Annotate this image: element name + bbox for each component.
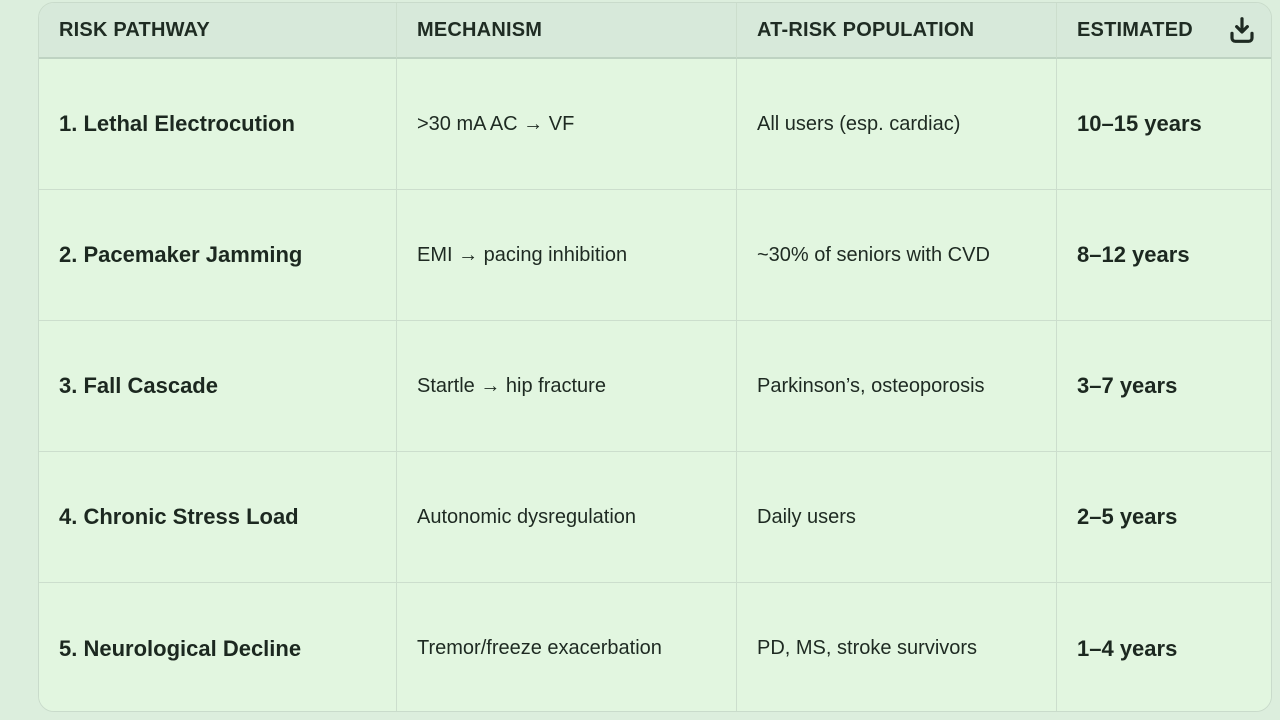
column-header-at-risk-population: AT-RISK POPULATION <box>737 3 1057 59</box>
cell-risk-pathway: 4. Chronic Stress Load <box>39 452 397 583</box>
cell-estimated: 8–12 years <box>1057 190 1271 321</box>
cell-mechanism: >30 mA AC → VF <box>397 59 737 190</box>
column-header-risk-pathway: RISK PATHWAY <box>39 3 397 59</box>
cell-mechanism: Autonomic dysregulation <box>397 452 737 583</box>
cell-risk-pathway: 2. Pacemaker Jamming <box>39 190 397 321</box>
cell-estimated: 10–15 years <box>1057 59 1271 190</box>
download-icon <box>1230 17 1254 43</box>
cell-estimated: 1–4 years <box>1057 583 1271 711</box>
cell-at-risk-population: Daily users <box>737 452 1057 583</box>
cell-estimated: 2–5 years <box>1057 452 1271 583</box>
column-header-mechanism: MECHANISM <box>397 3 737 59</box>
cell-risk-pathway: 3. Fall Cascade <box>39 321 397 452</box>
column-header-label: ESTIMATED <box>1077 18 1193 41</box>
cell-mechanism: Tremor/freeze exacerbation <box>397 583 737 711</box>
cell-at-risk-population: PD, MS, stroke survivors <box>737 583 1057 711</box>
cell-at-risk-population: Parkinson’s, osteoporosis <box>737 321 1057 452</box>
cell-estimated: 3–7 years <box>1057 321 1271 452</box>
download-button[interactable] <box>1225 13 1259 47</box>
cell-at-risk-population: ~30% of seniors with CVD <box>737 190 1057 321</box>
risk-table: RISK PATHWAY MECHANISM AT-RISK POPULATIO… <box>38 2 1272 712</box>
column-header-label: AT-RISK POPULATION <box>757 18 975 41</box>
column-header-estimated: ESTIMATED <box>1057 3 1271 59</box>
column-header-label: MECHANISM <box>417 18 543 41</box>
cell-risk-pathway: 1. Lethal Electrocution <box>39 59 397 190</box>
cell-mechanism: EMI → pacing inhibition <box>397 190 737 321</box>
cell-risk-pathway: 5. Neurological Decline <box>39 583 397 711</box>
column-header-label: RISK PATHWAY <box>59 18 210 41</box>
cell-at-risk-population: All users (esp. cardiac) <box>737 59 1057 190</box>
cell-mechanism: Startle → hip fracture <box>397 321 737 452</box>
